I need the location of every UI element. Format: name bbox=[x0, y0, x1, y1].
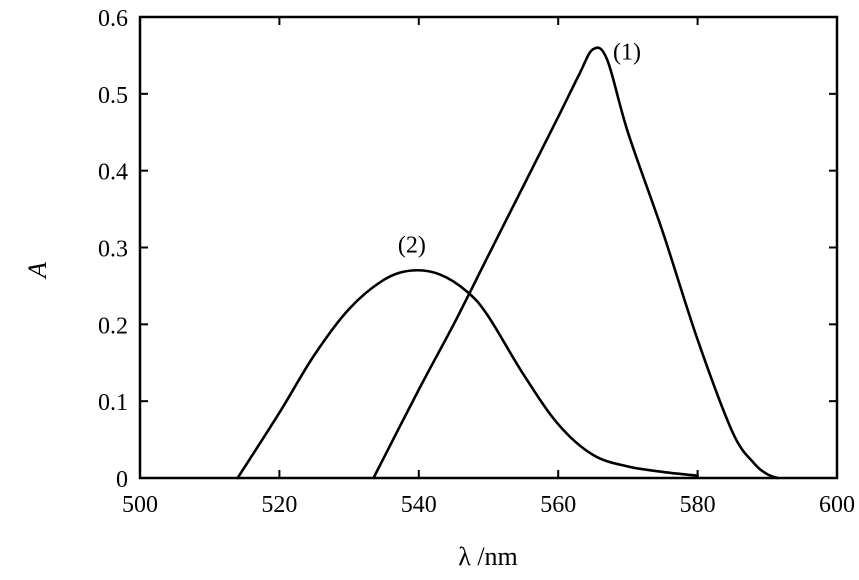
y-tick-label: 0 bbox=[116, 467, 128, 493]
series-label-2: (2) bbox=[398, 233, 426, 259]
x-axis-title: λ /nm bbox=[458, 542, 518, 571]
series-group: (1) (2) bbox=[236, 39, 780, 480]
y-tick-label: 0.6 bbox=[98, 6, 128, 32]
x-tick-label: 540 bbox=[401, 492, 437, 518]
x-tick-label: 580 bbox=[680, 492, 716, 518]
x-tick-label: 500 bbox=[122, 492, 158, 518]
y-tick-label: 0.4 bbox=[98, 160, 128, 186]
series-line-1 bbox=[372, 46, 780, 480]
plot-frame bbox=[138, 15, 839, 480]
y-tick-label: 0.5 bbox=[98, 83, 128, 109]
y-axis-ticks: 0 0.1 0.2 0.3 0.4 0.5 0.6 bbox=[98, 6, 837, 493]
y-tick-label: 0.1 bbox=[98, 390, 128, 416]
y-tick-label: 0.3 bbox=[98, 237, 128, 263]
x-tick-label: 520 bbox=[261, 492, 297, 518]
series-line-2 bbox=[236, 268, 699, 480]
y-tick-label: 0.2 bbox=[98, 313, 128, 339]
series-label-1: (1) bbox=[613, 39, 641, 65]
y-axis-title: A bbox=[23, 262, 52, 280]
x-tick-label: 560 bbox=[540, 492, 576, 518]
x-tick-label: 600 bbox=[819, 492, 855, 518]
x-axis-ticks: 500 520 540 560 580 600 bbox=[122, 17, 855, 518]
